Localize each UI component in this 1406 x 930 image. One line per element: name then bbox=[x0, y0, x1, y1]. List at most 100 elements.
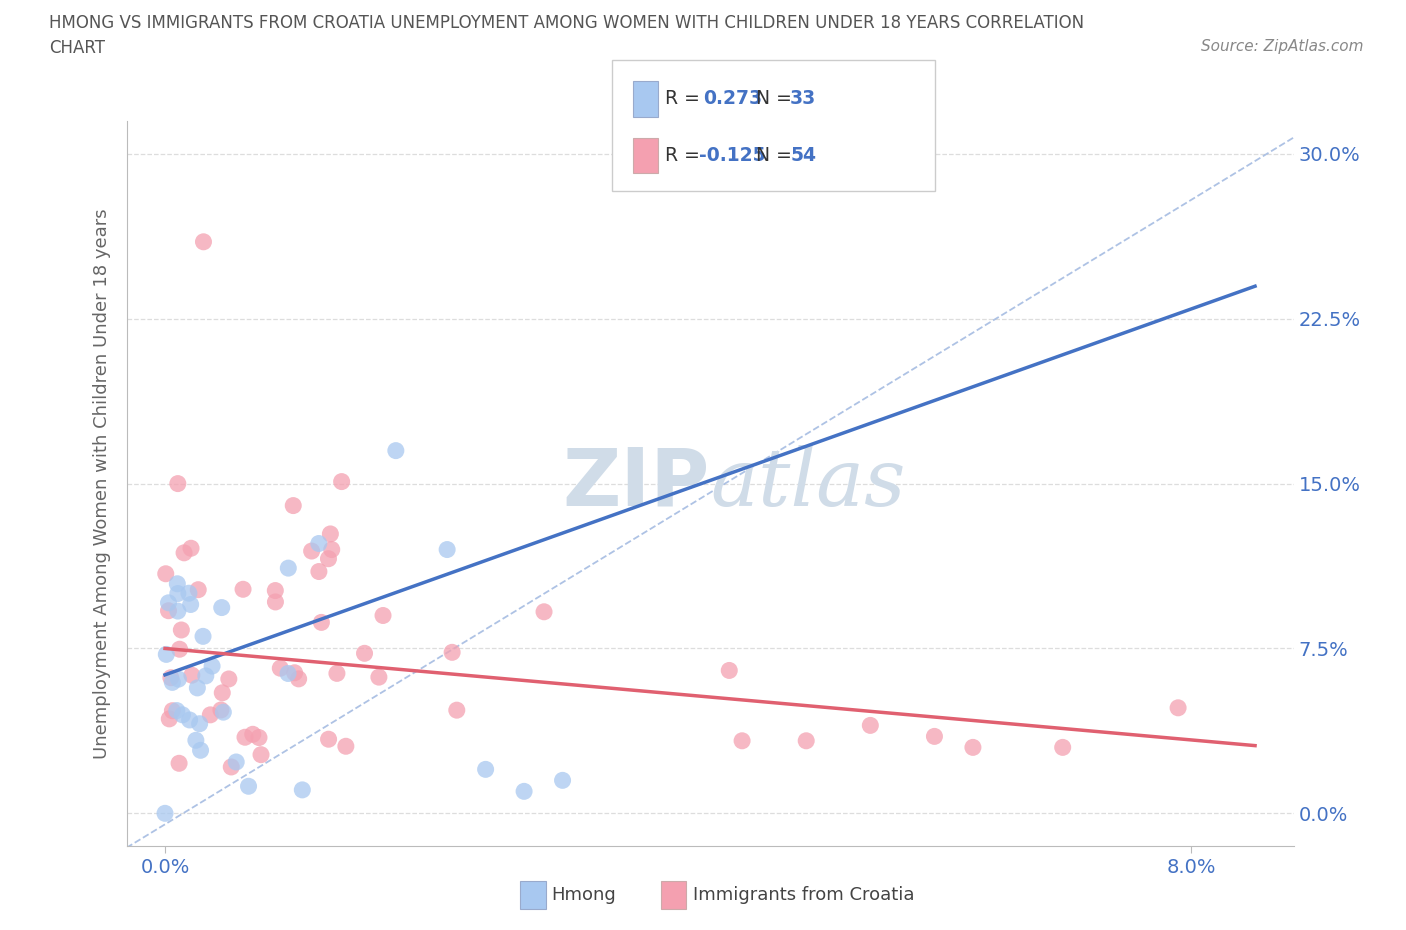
Point bbox=[160, 671, 183, 685]
Point bbox=[551, 773, 574, 788]
Point bbox=[194, 669, 217, 684]
Text: R =: R = bbox=[665, 89, 706, 109]
Point bbox=[211, 600, 233, 615]
Point bbox=[166, 577, 188, 591]
Point bbox=[172, 708, 194, 723]
Point bbox=[180, 541, 202, 556]
Point bbox=[277, 666, 299, 681]
Point bbox=[326, 666, 349, 681]
Point bbox=[193, 234, 215, 249]
Point bbox=[308, 565, 330, 579]
Text: 0.273: 0.273 bbox=[703, 89, 762, 109]
Point bbox=[177, 586, 200, 601]
Point bbox=[191, 629, 214, 644]
Point bbox=[1052, 740, 1074, 755]
Point bbox=[200, 708, 222, 723]
Point bbox=[170, 622, 193, 637]
Y-axis label: Unemployment Among Women with Children Under 18 years: Unemployment Among Women with Children U… bbox=[93, 208, 111, 759]
Point bbox=[153, 806, 176, 821]
Point bbox=[166, 703, 188, 718]
Text: N =: N = bbox=[756, 89, 799, 109]
Point bbox=[284, 665, 307, 680]
Point bbox=[169, 642, 191, 657]
Point bbox=[859, 718, 882, 733]
Point bbox=[242, 727, 264, 742]
Text: 54: 54 bbox=[790, 146, 815, 166]
Point bbox=[157, 711, 180, 726]
Point bbox=[157, 595, 180, 610]
Text: Hmong: Hmong bbox=[551, 885, 616, 904]
Point bbox=[308, 536, 330, 551]
Point bbox=[319, 526, 342, 541]
Point bbox=[441, 644, 464, 659]
Point bbox=[277, 561, 299, 576]
Text: -0.125: -0.125 bbox=[699, 146, 765, 166]
Point bbox=[167, 671, 190, 686]
Point bbox=[321, 542, 343, 557]
Point bbox=[794, 734, 817, 749]
Point bbox=[166, 604, 188, 618]
Text: HMONG VS IMMIGRANTS FROM CROATIA UNEMPLOYMENT AMONG WOMEN WITH CHILDREN UNDER 18: HMONG VS IMMIGRANTS FROM CROATIA UNEMPLO… bbox=[49, 14, 1084, 32]
Point bbox=[335, 738, 357, 753]
Point bbox=[330, 474, 353, 489]
Point bbox=[211, 685, 233, 700]
Point bbox=[233, 730, 256, 745]
Point bbox=[238, 778, 260, 793]
Point bbox=[180, 668, 202, 683]
Point bbox=[155, 566, 177, 581]
Point bbox=[924, 729, 946, 744]
Point bbox=[718, 663, 741, 678]
Point bbox=[247, 730, 270, 745]
Point bbox=[436, 542, 458, 557]
Point bbox=[513, 784, 536, 799]
Point bbox=[180, 597, 202, 612]
Point bbox=[212, 705, 235, 720]
Point bbox=[385, 444, 408, 458]
Point bbox=[187, 582, 209, 597]
Text: Source: ZipAtlas.com: Source: ZipAtlas.com bbox=[1201, 39, 1364, 54]
Point bbox=[184, 733, 207, 748]
Point bbox=[731, 734, 754, 749]
Text: CHART: CHART bbox=[49, 39, 105, 57]
Point bbox=[474, 762, 496, 777]
Text: atlas: atlas bbox=[710, 445, 905, 523]
Point bbox=[219, 760, 242, 775]
Point bbox=[264, 594, 287, 609]
Text: 33: 33 bbox=[790, 89, 817, 109]
Point bbox=[533, 604, 555, 619]
Point bbox=[371, 608, 394, 623]
Point bbox=[264, 583, 287, 598]
Point bbox=[209, 702, 232, 717]
Point bbox=[962, 740, 984, 755]
Point bbox=[162, 703, 184, 718]
Point bbox=[201, 658, 224, 673]
Point bbox=[155, 647, 177, 662]
Text: R =: R = bbox=[665, 146, 706, 166]
Point bbox=[269, 661, 291, 676]
Point bbox=[291, 782, 314, 797]
Point bbox=[166, 586, 188, 601]
Point bbox=[318, 551, 340, 566]
Point bbox=[1167, 700, 1189, 715]
Point bbox=[353, 646, 375, 661]
Point bbox=[188, 716, 211, 731]
Point bbox=[283, 498, 305, 513]
Point bbox=[157, 604, 180, 618]
Point bbox=[190, 743, 212, 758]
Point bbox=[225, 754, 247, 769]
Point bbox=[179, 712, 201, 727]
Text: N =: N = bbox=[756, 146, 799, 166]
Point bbox=[287, 671, 309, 686]
Point bbox=[167, 756, 190, 771]
Text: Immigrants from Croatia: Immigrants from Croatia bbox=[693, 885, 915, 904]
Text: ZIP: ZIP bbox=[562, 445, 710, 523]
Point bbox=[311, 615, 333, 630]
Point bbox=[250, 747, 273, 762]
Point bbox=[232, 582, 254, 597]
Point bbox=[218, 671, 240, 686]
Point bbox=[162, 675, 184, 690]
Point bbox=[173, 545, 195, 560]
Point bbox=[186, 681, 208, 696]
Point bbox=[446, 703, 468, 718]
Point bbox=[318, 732, 340, 747]
